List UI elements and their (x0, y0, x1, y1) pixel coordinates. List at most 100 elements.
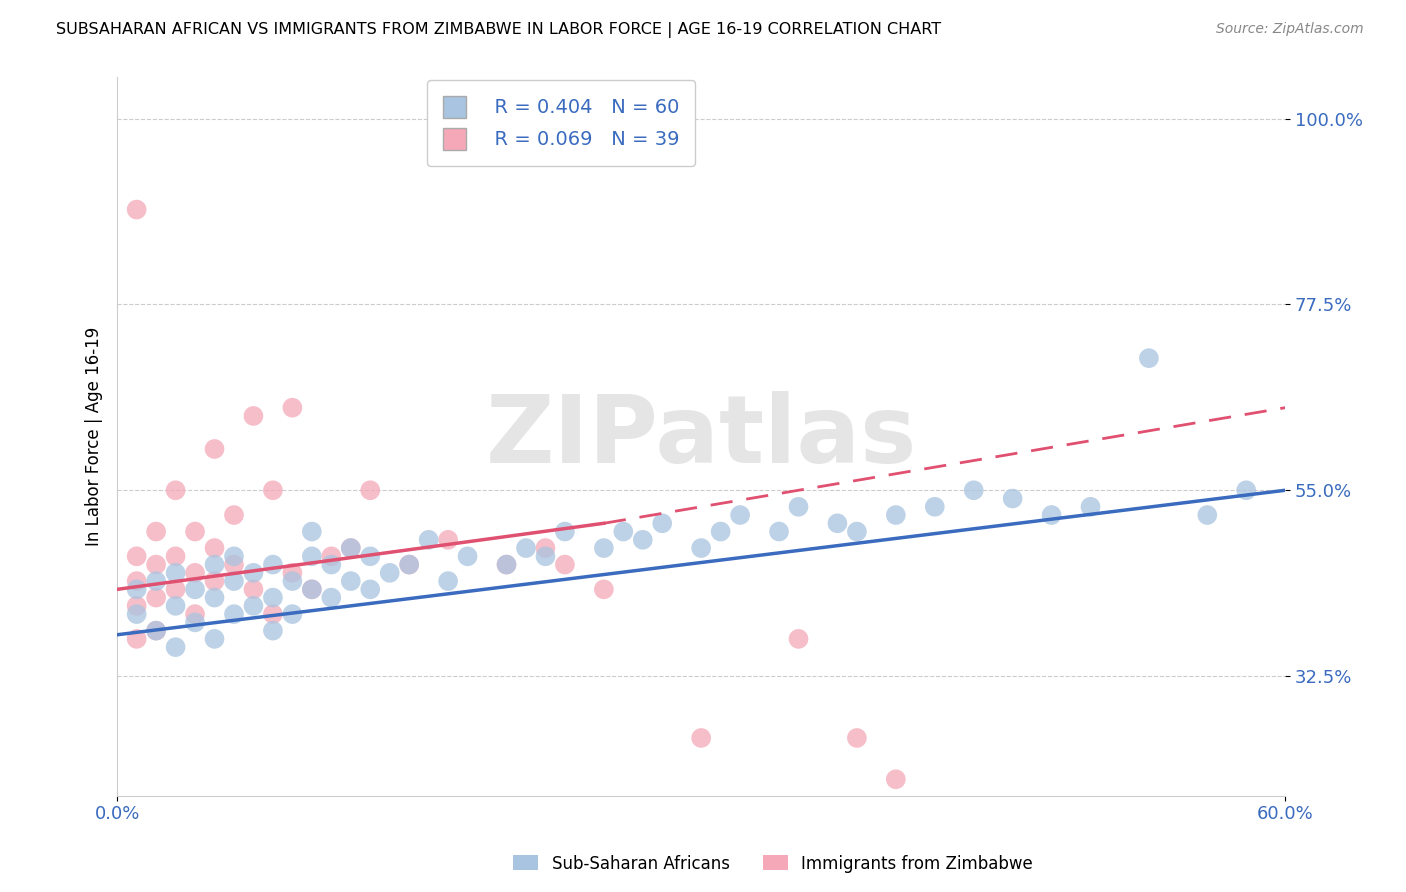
Text: ZIPatlas: ZIPatlas (485, 391, 917, 483)
Point (145, 624, 167, 638)
Point (184, 582, 207, 597)
Point (262, 624, 284, 638)
Point (281, 401, 304, 415)
Point (125, 549, 148, 564)
Point (165, 483, 187, 498)
Point (165, 599, 187, 613)
Point (145, 591, 167, 605)
Point (710, 524, 733, 539)
Point (1197, 508, 1219, 522)
Point (554, 558, 576, 572)
Point (125, 202, 148, 217)
Point (437, 533, 460, 547)
Point (359, 582, 381, 597)
Point (204, 574, 226, 588)
Point (787, 632, 810, 646)
Point (184, 524, 207, 539)
Point (204, 558, 226, 572)
Point (184, 615, 207, 630)
Point (534, 549, 557, 564)
Point (534, 541, 557, 555)
Point (184, 607, 207, 621)
Point (222, 549, 245, 564)
Point (359, 549, 381, 564)
Point (204, 632, 226, 646)
Point (222, 574, 245, 588)
Point (845, 731, 868, 745)
Point (262, 483, 284, 498)
Point (301, 524, 323, 539)
Point (359, 483, 381, 498)
Point (884, 508, 907, 522)
Point (495, 558, 517, 572)
Point (145, 574, 167, 588)
Point (301, 582, 323, 597)
Point (125, 607, 148, 621)
Point (125, 632, 148, 646)
Point (165, 582, 187, 597)
Point (242, 599, 264, 613)
Point (1137, 351, 1160, 366)
Point (554, 524, 576, 539)
Text: SUBSAHARAN AFRICAN VS IMMIGRANTS FROM ZIMBABWE IN LABOR FORCE | AGE 16-19 CORREL: SUBSAHARAN AFRICAN VS IMMIGRANTS FROM ZI… (56, 22, 942, 38)
Point (884, 772, 907, 787)
Point (204, 591, 226, 605)
Legend: Sub-Saharan Africans, Immigrants from Zimbabwe: Sub-Saharan Africans, Immigrants from Zi… (506, 848, 1040, 880)
Point (690, 541, 713, 555)
Point (631, 533, 654, 547)
Point (787, 500, 810, 514)
Point (592, 582, 614, 597)
Point (204, 541, 226, 555)
Point (321, 558, 343, 572)
Point (1080, 500, 1102, 514)
Point (281, 566, 304, 580)
Point (242, 566, 264, 580)
Point (515, 541, 537, 555)
Point (339, 574, 361, 588)
Point (651, 516, 673, 531)
Point (321, 549, 343, 564)
Point (145, 524, 167, 539)
Point (301, 582, 323, 597)
Point (378, 566, 401, 580)
Point (592, 541, 614, 555)
Point (690, 731, 713, 745)
Point (924, 500, 946, 514)
Point (222, 508, 245, 522)
Point (184, 566, 207, 580)
Point (242, 409, 264, 423)
Point (1234, 483, 1257, 498)
Point (125, 582, 148, 597)
Point (125, 574, 148, 588)
Point (398, 558, 420, 572)
Point (281, 607, 304, 621)
Point (457, 549, 479, 564)
Point (165, 549, 187, 564)
Point (222, 558, 245, 572)
Text: Source: ZipAtlas.com: Source: ZipAtlas.com (1216, 22, 1364, 37)
Point (437, 574, 460, 588)
Y-axis label: In Labor Force | Age 16-19: In Labor Force | Age 16-19 (86, 327, 103, 546)
Point (262, 607, 284, 621)
Point (301, 549, 323, 564)
Point (398, 558, 420, 572)
Point (145, 624, 167, 638)
Point (495, 558, 517, 572)
Point (339, 541, 361, 555)
Point (321, 591, 343, 605)
Point (125, 599, 148, 613)
Point (827, 516, 849, 531)
Point (845, 524, 868, 539)
Point (145, 558, 167, 572)
Point (165, 640, 187, 654)
Point (339, 541, 361, 555)
Point (204, 442, 226, 456)
Point (963, 483, 986, 498)
Point (768, 524, 790, 539)
Point (262, 591, 284, 605)
Point (281, 574, 304, 588)
Point (612, 524, 634, 539)
Point (1040, 508, 1063, 522)
Point (1001, 491, 1024, 506)
Point (242, 582, 264, 597)
